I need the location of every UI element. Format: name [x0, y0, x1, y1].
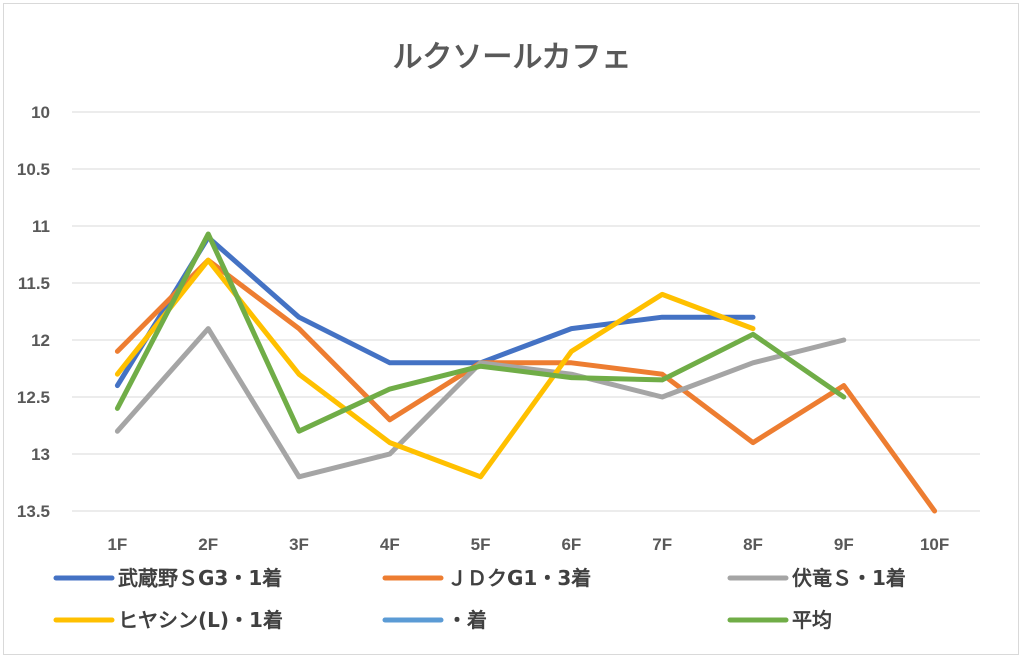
- legend-item: ＪＤクG1・3着: [382, 566, 591, 590]
- legend-item: ヒヤシン(L)・1着: [53, 608, 283, 632]
- y-axis-ticks: 10 10.5 11 11.5 12 12.5 13 13.5: [17, 103, 50, 521]
- series-path: [114, 257, 756, 480]
- series-lines: [114, 231, 938, 514]
- x-tick-label: 1F: [107, 535, 127, 554]
- legend-label: ・着: [447, 608, 487, 632]
- series-path: [114, 326, 847, 480]
- x-tick-label: 5F: [471, 535, 491, 554]
- legend-label: ヒヤシン(L)・1着: [118, 608, 283, 632]
- y-tick-label: 13: [31, 445, 50, 464]
- y-tick-label: 13.5: [17, 502, 50, 521]
- y-tick-label: 12: [31, 331, 50, 350]
- legend-label: ＪＤクG1・3着: [447, 566, 591, 590]
- series-path: [114, 231, 847, 434]
- x-tick-label: 2F: [198, 535, 218, 554]
- series-line: [114, 234, 756, 389]
- x-tick-label: 7F: [652, 535, 672, 554]
- y-tick-label: 12.5: [17, 388, 50, 407]
- legend-label: 伏竜Ｓ・1着: [792, 566, 906, 590]
- gridlines: [72, 111, 980, 512]
- y-tick-label: 11.5: [18, 274, 50, 293]
- series-path: [114, 234, 756, 389]
- series-line: [114, 257, 756, 480]
- legend-item: ・着: [382, 608, 487, 632]
- series-line: [114, 231, 847, 434]
- y-tick-label: 10: [31, 103, 50, 122]
- chart-title: ルクソールカフェ: [392, 40, 631, 75]
- legend-label: 平均: [792, 608, 832, 632]
- legend-item: 伏竜Ｓ・1着: [727, 566, 906, 590]
- series-line: [114, 326, 847, 480]
- x-tick-label: 8F: [743, 535, 763, 554]
- legend-label: 武蔵野ＳG3・1着: [118, 566, 282, 590]
- x-axis-ticks: 1F 2F 3F 4F 5F 6F 7F 8F 9F 10F: [107, 535, 949, 554]
- x-tick-label: 4F: [380, 535, 400, 554]
- legend-item: 平均: [727, 608, 832, 632]
- y-tick-label: 11: [32, 217, 50, 236]
- series-path: [114, 257, 938, 514]
- x-tick-label: 10F: [920, 535, 949, 554]
- x-tick-label: 9F: [834, 535, 854, 554]
- y-tick-label: 10.5: [17, 160, 50, 179]
- x-tick-label: 3F: [289, 535, 309, 554]
- x-tick-label: 6F: [561, 535, 581, 554]
- legend-item: 武蔵野ＳG3・1着: [53, 566, 282, 590]
